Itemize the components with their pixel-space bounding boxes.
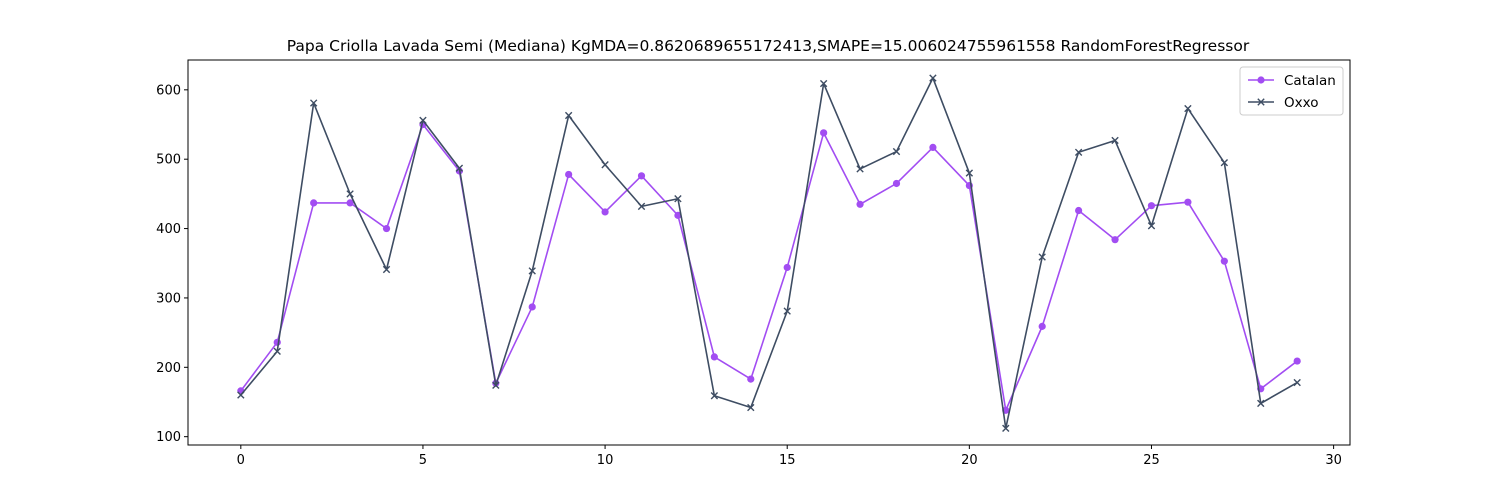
data-point — [674, 211, 682, 219]
y-tick-label: 100 — [156, 430, 181, 445]
legend-entry-oxxo: Oxxo — [1248, 95, 1318, 111]
data-point — [309, 99, 318, 107]
y-tick-label: 200 — [156, 361, 181, 376]
x-tick-label: 0 — [237, 453, 245, 468]
data-point — [1293, 378, 1301, 387]
data-point — [1074, 148, 1083, 156]
y-tick-label: 400 — [156, 222, 181, 237]
data-point — [747, 375, 755, 383]
data-point — [710, 353, 718, 361]
data-point — [310, 199, 318, 207]
data-point — [819, 79, 828, 88]
data-point — [455, 164, 464, 172]
data-point — [1111, 236, 1119, 244]
data-point — [1075, 206, 1083, 215]
x-tick-label: 10 — [597, 453, 614, 468]
x-tick-label: 15 — [779, 453, 796, 468]
data-point — [1038, 253, 1046, 261]
data-point — [856, 165, 864, 173]
data-point — [710, 392, 719, 400]
legend: Catalan Oxxo — [1239, 66, 1344, 116]
x-axis: 0 5 10 15 20 25 30 — [237, 445, 1342, 468]
x-tick-label: 30 — [1325, 453, 1342, 468]
legend-label: Catalan — [1284, 73, 1336, 89]
data-point — [237, 391, 245, 399]
data-point — [382, 224, 391, 233]
data-point — [783, 307, 791, 315]
series-catalan — [237, 120, 1301, 414]
series-oxxo — [237, 74, 1301, 433]
data-point — [273, 338, 281, 346]
data-point — [1293, 357, 1301, 365]
data-point — [674, 195, 682, 203]
data-point — [273, 347, 281, 356]
data-point — [528, 267, 536, 275]
data-point — [929, 143, 937, 152]
data-point — [346, 199, 354, 207]
data-point — [382, 265, 391, 274]
legend-marker — [1257, 98, 1265, 106]
legend-box — [1239, 66, 1344, 116]
series-line-catalan — [240, 123, 1298, 412]
data-point — [564, 111, 573, 120]
data-point — [1220, 257, 1228, 265]
data-point — [419, 116, 427, 125]
x-tick-label: 5 — [419, 453, 427, 468]
data-point — [1147, 222, 1156, 230]
data-point — [965, 169, 974, 177]
data-point — [1184, 104, 1192, 113]
data-point — [637, 202, 646, 211]
data-point — [1111, 136, 1119, 145]
data-point — [1002, 424, 1010, 433]
y-axis: 100 200 300 400 500 600 — [156, 83, 188, 445]
x-tick-label: 25 — [1143, 453, 1160, 468]
plot-frame — [187, 59, 1351, 446]
data-point — [637, 172, 646, 180]
data-point — [892, 179, 901, 188]
data-point — [783, 263, 791, 272]
data-point — [1038, 322, 1046, 330]
y-tick-label: 300 — [156, 291, 181, 306]
data-point — [747, 403, 755, 412]
data-point — [1184, 198, 1192, 206]
x-tick-label: 20 — [961, 453, 978, 468]
data-point — [528, 303, 536, 311]
y-tick-label: 500 — [156, 153, 181, 168]
data-point — [892, 147, 901, 156]
data-point — [1147, 202, 1156, 210]
data-point — [492, 381, 500, 390]
y-tick-label: 600 — [156, 83, 181, 98]
data-point — [565, 170, 573, 179]
data-point — [929, 74, 937, 82]
data-point — [1220, 158, 1229, 167]
data-point — [1257, 399, 1265, 408]
data-point — [601, 161, 609, 169]
plot-marks — [237, 74, 1301, 433]
data-point — [346, 190, 354, 198]
chart-title: Papa Criolla Lavada Semi (Mediana) KgMDA… — [287, 37, 1250, 55]
data-point — [856, 200, 864, 208]
series-line-oxxo — [240, 77, 1298, 430]
data-point — [820, 129, 828, 137]
legend-label: Oxxo — [1284, 95, 1318, 111]
legend-entry-catalan: Catalan — [1248, 73, 1336, 89]
legend-marker — [1257, 76, 1265, 84]
data-point — [601, 208, 609, 216]
